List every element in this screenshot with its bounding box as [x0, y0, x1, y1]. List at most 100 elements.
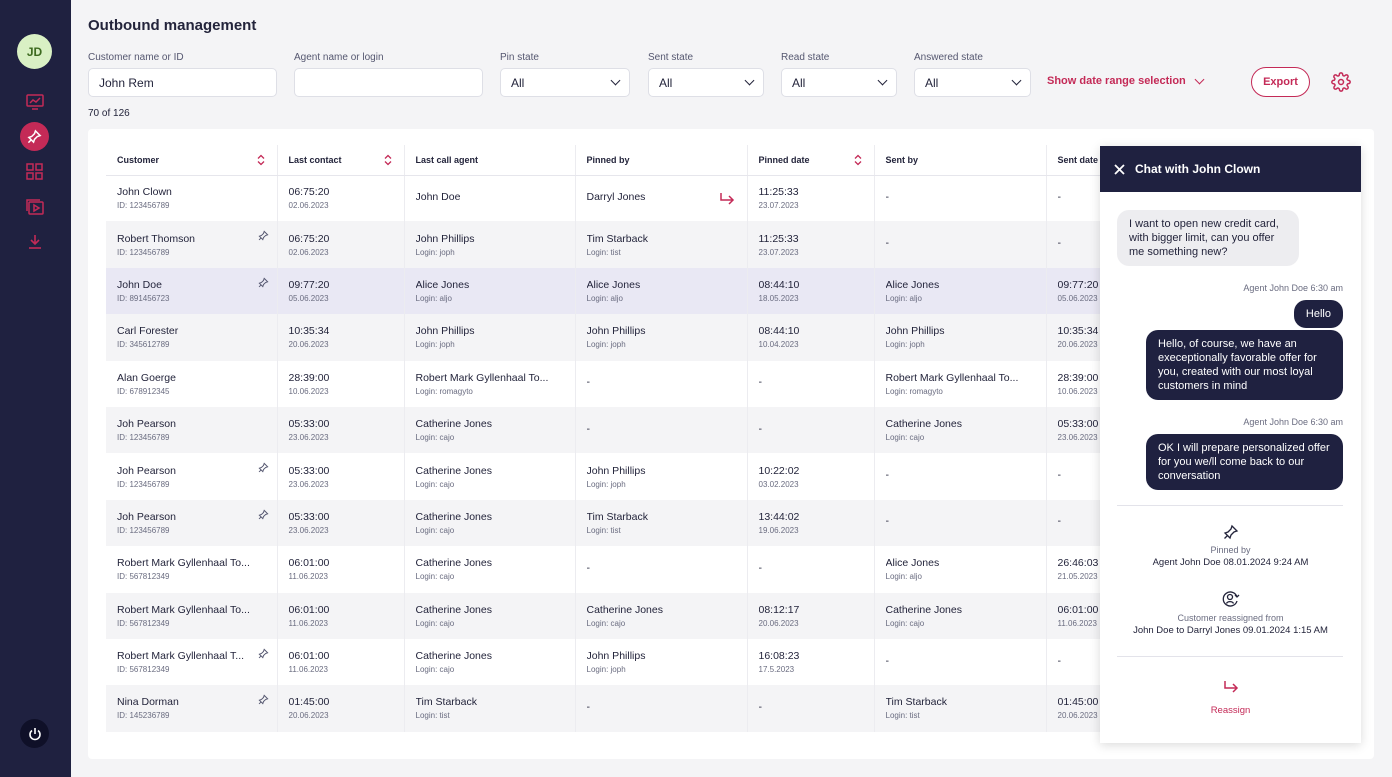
- customer-cell: Joh Pearson ID: 123456789: [106, 406, 277, 454]
- last-call-agent-cell-sub: Login: cajo: [415, 572, 455, 582]
- table-row[interactable]: Robert Mark Gyllenhaal T... ID: 567812349…: [106, 638, 1166, 686]
- pinned-date-cell-sub: 20.06.2023: [758, 618, 799, 628]
- last-call-agent-cell: Tim Starback Login: tist: [403, 685, 575, 732]
- pinned-date-cell-sub: 17.5.2023: [758, 665, 795, 675]
- sort-icon[interactable]: [384, 154, 392, 166]
- customer-name[interactable]: Joh Pearson: [117, 418, 176, 431]
- customer-name[interactable]: Robert Mark Gyllenhaal To...: [117, 603, 250, 616]
- pinned-date-cell-value: 16:08:23: [758, 650, 800, 663]
- last-call-agent-cell-sub: Login: cajo: [415, 618, 455, 628]
- sent-state-filter: Sent state All: [648, 52, 764, 97]
- nav-grid-icon[interactable]: [20, 157, 49, 186]
- agent-filter: Agent name or login: [294, 52, 483, 97]
- table-row[interactable]: John Doe ID: 891456723 09:77:20 05.06.2023 A…: [106, 267, 1166, 315]
- customer-id: ID: 678912345: [117, 386, 170, 396]
- customer-name[interactable]: Robert Mark Gyllenhaal T...: [117, 650, 245, 663]
- customer-name[interactable]: Joh Pearson: [117, 510, 176, 523]
- sent-date-cell-sub: 05.06.2023: [1057, 293, 1098, 303]
- pin-icon[interactable]: [257, 694, 269, 705]
- avatar[interactable]: JD: [17, 34, 52, 69]
- pinned-by-cell: Tim Starback Login: tist: [574, 221, 747, 268]
- sort-icon[interactable]: [257, 154, 265, 166]
- power-icon[interactable]: [20, 719, 49, 748]
- sort-icon[interactable]: [854, 154, 862, 166]
- last-call-agent-cell-value: Catherine Jones: [415, 557, 492, 570]
- last-call-agent-cell-sub: Login: aljo: [415, 293, 452, 303]
- customer-name[interactable]: Carl Forester: [117, 325, 179, 338]
- column-header-sent-by[interactable]: Sent by: [873, 145, 1046, 176]
- table-row[interactable]: Robert Thomson ID: 123456789 06:75:20 02.06…: [106, 221, 1166, 268]
- customer-name[interactable]: Joh Pearson: [117, 464, 176, 477]
- pin-icon[interactable]: [257, 230, 269, 241]
- pinned-date-cell-sub: 23.07.2023: [758, 201, 799, 211]
- customer-name[interactable]: Nina Dorman: [117, 696, 179, 709]
- table-row[interactable]: Robert Mark Gyllenhaal To... ID: 56781234…: [106, 592, 1166, 639]
- page-title: Outbound management: [88, 17, 257, 34]
- close-icon[interactable]: [1114, 163, 1125, 175]
- sent-by-cell: -: [873, 175, 1046, 222]
- column-header-last-contact[interactable]: Last contact: [276, 145, 404, 176]
- gear-icon[interactable]: [1331, 72, 1351, 92]
- pinned-date-cell-value: 08:44:10: [758, 278, 800, 291]
- pin-icon[interactable]: [257, 509, 269, 520]
- reassign-button[interactable]: Reassign: [1100, 680, 1361, 716]
- last-contact-cell: 10:35:34 20.06.2023: [276, 314, 404, 361]
- read-state-select[interactable]: All: [781, 68, 897, 97]
- customer-id: ID: 567812349: [117, 572, 170, 582]
- pinned-event: Pinned by Agent John Doe 08.01.2024 9:24…: [1100, 524, 1361, 568]
- sent-by-cell-value: -: [885, 190, 890, 203]
- table-row[interactable]: Nina Dorman ID: 145236789 01:45:00 20.06.20…: [106, 685, 1166, 732]
- column-header-last-call-agent[interactable]: Last call agent: [403, 145, 575, 176]
- table-row[interactable]: Robert Mark Gyllenhaal To... ID: 56781234…: [106, 546, 1166, 593]
- pinned-by-cell: -: [574, 546, 747, 593]
- table-row[interactable]: Alan Goerge ID: 678912345 28:39:00 10.06.20…: [106, 360, 1166, 407]
- pin-icon[interactable]: [257, 277, 269, 288]
- divider: [1117, 505, 1343, 506]
- pinned-by-value: Tim Starback: [586, 510, 648, 523]
- last-contact-cell-value: 05:33:00: [288, 464, 330, 477]
- table-row[interactable]: Joh Pearson ID: 123456789 05:33:00 23.06.20…: [106, 406, 1166, 454]
- pin-icon[interactable]: [257, 462, 269, 473]
- last-contact-cell-value: 06:75:20: [288, 186, 330, 199]
- column-header-customer[interactable]: Customer: [106, 145, 277, 176]
- customer-cell: John Clown ID: 123456789: [106, 175, 277, 221]
- customer-cell: Robert Mark Gyllenhaal T... ID: 567812349: [106, 639, 277, 685]
- date-range-toggle[interactable]: Show date range selection: [1047, 74, 1205, 87]
- nav-download-icon[interactable]: [20, 227, 49, 256]
- sent-by-cell: Alice Jones Login: aljo: [873, 267, 1046, 315]
- pinned-date-cell: 13:44:02 19.06.2023: [746, 499, 874, 547]
- last-contact-cell: 05:33:00 23.06.2023: [276, 453, 404, 500]
- pinned-detail: Agent John Doe 08.01.2024 9:24 AM: [1152, 557, 1309, 568]
- sent-by-cell-value: Robert Mark Gyllenhaal To...: [885, 371, 1019, 384]
- table-row[interactable]: John Clown ID: 123456789 06:75:20 02.06.202…: [106, 175, 1166, 222]
- pinned-date-cell: -: [746, 685, 874, 732]
- column-header-pinned-by[interactable]: Pinned by: [574, 145, 747, 176]
- sent-date-cell-sub: 21.05.2023: [1057, 572, 1098, 582]
- nav-dashboard-icon[interactable]: [20, 87, 49, 116]
- customer-name[interactable]: Alan Goerge: [117, 371, 176, 384]
- table-row[interactable]: Joh Pearson ID: 123456789 05:33:00 23.06.20…: [106, 499, 1166, 547]
- table-row[interactable]: Carl Forester ID: 345612789 10:35:34 20.06.…: [106, 314, 1166, 361]
- chevron-down-icon: [744, 75, 755, 86]
- customer-search-input[interactable]: [88, 68, 277, 97]
- pinned-by-value: Tim Starback: [586, 232, 648, 245]
- nav-media-icon[interactable]: [20, 192, 49, 221]
- export-button[interactable]: Export: [1251, 67, 1310, 97]
- customer-name[interactable]: John Clown: [117, 186, 172, 199]
- pin-icon[interactable]: [257, 648, 269, 659]
- nav-pin-icon[interactable]: [20, 122, 49, 151]
- sent-date-cell-sub: 20.06.2023: [1057, 711, 1098, 721]
- agent-search-input[interactable]: [294, 68, 483, 97]
- customer-name[interactable]: Robert Mark Gyllenhaal To...: [117, 557, 250, 570]
- pinned-date-cell-value: 11:25:33: [758, 186, 799, 199]
- column-header-pinned-date[interactable]: Pinned date: [746, 145, 874, 176]
- pin-state-select[interactable]: All: [500, 68, 630, 97]
- customer-name[interactable]: Robert Thomson: [117, 232, 196, 245]
- table-row[interactable]: Joh Pearson ID: 123456789 05:33:00 23.06.20…: [106, 453, 1166, 500]
- reassign-arrow-icon[interactable]: [719, 192, 735, 206]
- last-call-agent-cell-sub: Login: cajo: [415, 433, 455, 443]
- sent-state-select[interactable]: All: [648, 68, 764, 97]
- pinned-by-sub: Login: tist: [586, 247, 621, 257]
- answered-state-select[interactable]: All: [914, 68, 1031, 97]
- customer-name[interactable]: John Doe: [117, 278, 162, 291]
